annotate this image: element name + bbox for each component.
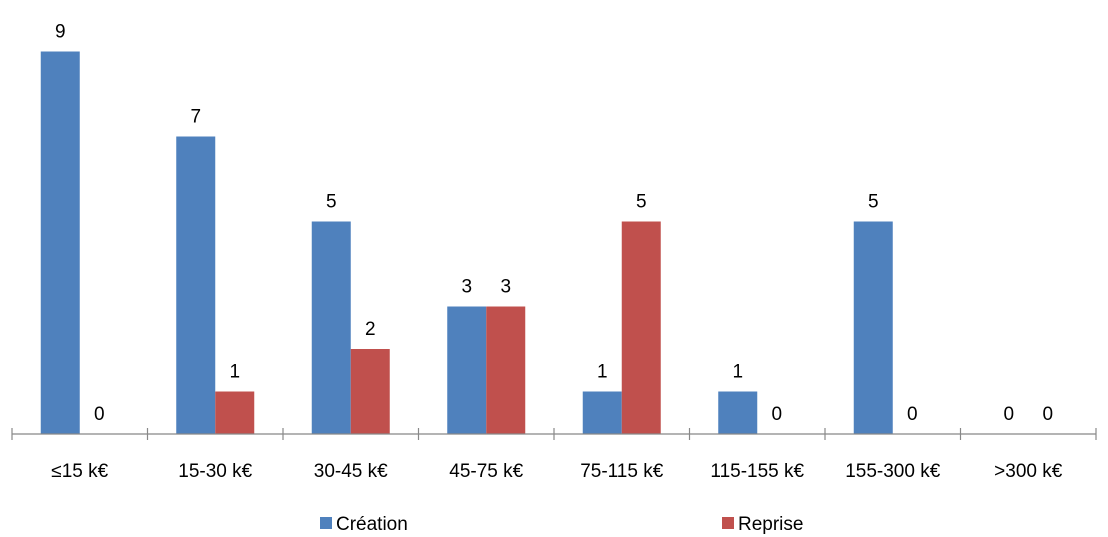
legend-item-reprise: Reprise [722,514,803,535]
legend-label-reprise: Reprise [738,514,803,535]
value-label-creation-75-115-keur: 1 [597,362,608,383]
bar-creation-15-30-keur [176,136,216,434]
value-label-reprise-gt300-keur: 0 [1042,404,1053,425]
legend-swatch-creation [320,517,332,529]
value-label-reprise-le15-keur: 0 [94,404,105,425]
x-axis: ≤15 k€ 15-30 k€ 30-45 k€ 45-75 k€ 75-115 k€ 1… [11,428,1097,482]
value-label-creation-gt300-keur: 0 [1003,404,1014,425]
value-label-reprise-75-115-keur: 5 [636,192,647,213]
value-label-reprise-15-30-keur: 1 [229,362,240,383]
value-label-reprise-155-300-keur: 0 [907,404,918,425]
x-tick-label-le15-keur: ≤15 k€ [51,461,108,482]
bar-reprise-15-30-keur [215,391,255,434]
value-label-creation-15-30-keur: 7 [190,107,201,128]
x-tick-label-15-30-keur: 15-30 k€ [178,461,252,482]
bar-creation-le15-keur [40,51,80,434]
value-label-creation-le15-keur: 9 [55,22,66,43]
value-label-reprise-115-155-keur: 0 [771,404,782,425]
x-tick-label-155-300-keur: 155-300 k€ [845,461,941,482]
bar-creation-155-300-keur [853,221,893,434]
value-label-reprise-45-75-keur: 3 [500,277,511,298]
value-label-creation-115-155-keur: 1 [732,362,743,383]
x-tick-label-115-155-keur: 115-155 k€ [710,461,804,482]
bar-reprise-30-45-keur [350,349,390,434]
value-label-creation-155-300-keur: 5 [868,192,879,213]
legend-item-creation: Création [320,514,408,535]
value-label-creation-30-45-keur: 5 [326,192,337,213]
bar-creation-75-115-keur [582,391,622,434]
x-tick-label-gt300-keur: >300 k€ [994,461,1063,482]
bar-creation-115-155-keur [718,391,758,434]
bar-reprise-75-115-keur [621,221,661,434]
bar-reprise-45-75-keur [486,306,526,434]
bar-creation-45-75-keur [447,306,487,434]
value-label-creation-45-75-keur: 3 [461,277,472,298]
bar-creation-30-45-keur [311,221,351,434]
x-tick-label-45-75-keur: 45-75 k€ [449,461,523,482]
value-label-reprise-30-45-keur: 2 [365,319,376,340]
legend-swatch-reprise [722,517,734,529]
x-tick-label-30-45-keur: 30-45 k€ [314,461,388,482]
legend: Création Reprise [320,514,803,535]
legend-label-creation: Création [336,514,408,535]
x-tick-label-75-115-keur: 75-115 k€ [580,461,664,482]
